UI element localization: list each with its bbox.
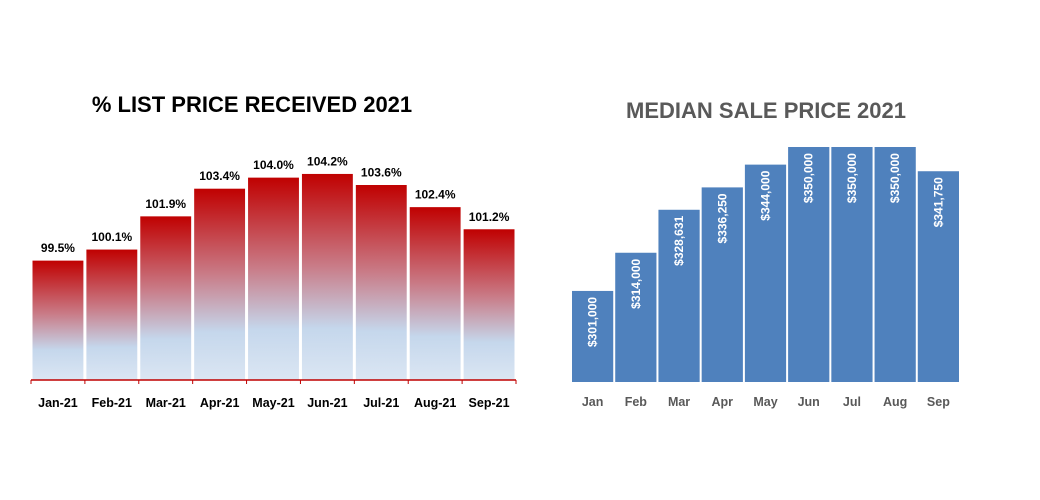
median-price-x-tick-label: Aug	[883, 395, 907, 409]
median-price-bar	[874, 147, 916, 382]
median-price-bar	[788, 147, 830, 382]
median-price-bar	[831, 147, 873, 382]
median-price-data-label: $314,000	[629, 258, 643, 308]
list-price-bar	[300, 172, 354, 381]
median-price-x-tick-label: Apr	[712, 395, 734, 409]
list-price-bar	[85, 248, 139, 381]
list-price-data-label: 103.4%	[199, 169, 240, 183]
median-price-x-tick-label: Jul	[843, 395, 861, 409]
median-price-x-tick-label: Feb	[625, 395, 648, 409]
list-price-data-label: 104.2%	[307, 154, 348, 168]
median-price-data-label: $350,000	[845, 153, 859, 203]
list-price-bar	[408, 206, 462, 381]
median-price-data-label: $350,000	[802, 153, 816, 203]
list-price-x-tick-label: Jul-21	[363, 396, 399, 410]
list-price-data-label: 101.9%	[145, 197, 186, 211]
list-price-bar	[354, 184, 408, 381]
list-price-x-tick-label: Mar-21	[146, 396, 186, 410]
median-price-x-tick-label: Sep	[927, 395, 950, 409]
list-price-x-tick-label: Apr-21	[200, 396, 240, 410]
median-price-data-label: $350,000	[888, 153, 902, 203]
median-price-x-tick-label: Mar	[668, 395, 690, 409]
median-price-chart: MEDIAN SALE PRICE 2021 $301,000 Jan $314,0…	[572, 98, 959, 409]
median-price-data-label: $336,250	[715, 193, 729, 243]
list-price-data-label: 101.2%	[469, 210, 510, 224]
list-price-data-label: 104.0%	[253, 158, 294, 172]
list-price-x-tick-label: Sep-21	[469, 396, 510, 410]
list-price-bar	[193, 187, 247, 381]
median-price-bar	[572, 290, 614, 382]
list-price-x-tick-label: Aug-21	[414, 396, 456, 410]
median-price-x-tick-label: Jun	[798, 395, 820, 409]
median-price-data-label: $344,000	[759, 170, 773, 220]
list-price-x-axis-ticks: Jan-21 Feb-21 Mar-21 Apr-21 May-21 Jun-21 Jul-…	[30, 380, 517, 410]
median-price-bar	[917, 171, 959, 382]
median-price-data-label: $301,000	[586, 297, 600, 347]
list-price-data-label: 99.5%	[41, 241, 75, 255]
list-price-data-label: 103.6%	[361, 166, 402, 180]
median-price-bars: $301,000 Jan $314,000 Feb $328,631 Mar $336,25…	[572, 147, 959, 409]
median-price-chart-title: MEDIAN SALE PRICE 2021	[626, 98, 906, 123]
median-price-data-label: $341,750	[931, 177, 945, 227]
list-price-chart: % LIST PRICE RECEIVED 2021 99.5% 100.1% 10…	[30, 92, 517, 410]
list-price-data-label: 100.1%	[91, 230, 132, 244]
list-price-bar	[139, 215, 193, 381]
list-price-chart-title: % LIST PRICE RECEIVED 2021	[92, 92, 412, 117]
list-price-bar	[462, 228, 516, 381]
list-price-x-tick-label: May-21	[252, 396, 294, 410]
list-price-bar	[31, 259, 85, 381]
median-price-data-label: $328,631	[672, 215, 686, 265]
median-price-bar	[744, 164, 787, 382]
median-price-x-tick-label: May	[753, 395, 777, 409]
median-price-bar	[701, 187, 743, 382]
list-price-bar	[247, 176, 300, 381]
median-price-bar	[658, 209, 700, 382]
list-price-x-tick-label: Feb-21	[92, 396, 132, 410]
median-price-bar	[615, 252, 657, 382]
median-price-x-tick-label: Jan	[582, 395, 604, 409]
list-price-x-tick-label: Jan-21	[38, 396, 78, 410]
list-price-data-label: 102.4%	[415, 188, 456, 202]
list-price-bars: 99.5% 100.1% 101.9% 103.4% 104.0% 104.2% 103.6…	[31, 154, 516, 381]
list-price-x-tick-label: Jun-21	[307, 396, 347, 410]
